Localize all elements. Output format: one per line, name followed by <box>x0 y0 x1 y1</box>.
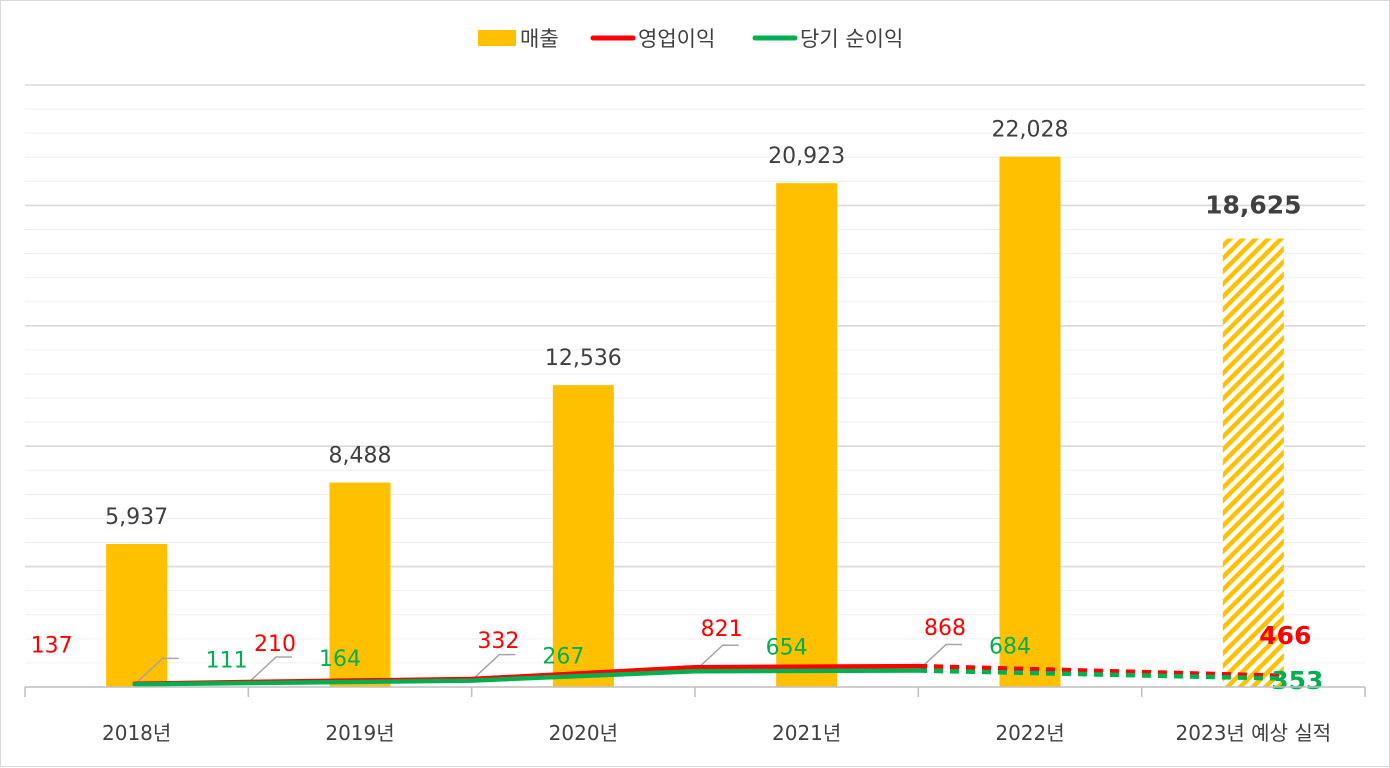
gridlines <box>25 84 1365 664</box>
legend-label-operating-profit: 영업이익 <box>638 27 715 51</box>
operating-profit-label: 466 <box>1259 621 1311 650</box>
legend-label-net-income: 당기 순이익 <box>800 27 903 51</box>
net-income-label: 164 <box>319 647 361 672</box>
x-tick-label: 2020년 <box>549 721 618 745</box>
line-series <box>132 663 1282 687</box>
operating-profit-label: 868 <box>924 616 966 641</box>
operating-profit-label: 332 <box>477 629 519 654</box>
bar-revenue <box>106 544 168 687</box>
operating-profit-forecast-line <box>917 663 1282 679</box>
bar-revenue <box>552 385 614 687</box>
bar-revenue <box>999 156 1061 687</box>
bar-value-label: 20,923 <box>768 144 845 169</box>
leader-line <box>694 644 739 672</box>
legend-label-revenue: 매출 <box>520 27 559 51</box>
x-tick-label: 2018년 <box>102 721 171 745</box>
leader-line <box>134 657 179 685</box>
bar-revenue <box>329 482 391 687</box>
leader-line <box>247 656 292 684</box>
operating-profit-label: 210 <box>254 632 296 657</box>
bar-value-label: 12,536 <box>545 346 622 371</box>
legend: 매출 영업이익 당기 순이익 <box>478 27 903 51</box>
bar-value-label: 5,937 <box>105 505 168 530</box>
leader-lines <box>134 643 962 685</box>
bar-series <box>106 156 1284 687</box>
x-tick-label: 2021년 <box>772 721 841 745</box>
net-income-forecast-line <box>917 668 1282 681</box>
bar-value-label: 22,028 <box>992 118 1069 143</box>
net-income-line <box>132 668 921 687</box>
bar-value-label: 18,625 <box>1205 191 1301 220</box>
data-labels: 5,937 8,488 12,536 20,923 22,028 18,625 137 210… <box>31 118 1324 695</box>
leader-line <box>917 643 962 672</box>
x-tick-label: 2019년 <box>325 721 394 745</box>
bar-revenue <box>776 183 838 687</box>
bar-revenue-forecast <box>1222 238 1284 687</box>
legend-swatch-revenue <box>478 30 516 46</box>
x-tick-label: 2023년 예상 실적 <box>1176 721 1332 745</box>
x-tick-label: 2022년 <box>995 721 1064 745</box>
net-income-label: 353 <box>1271 666 1323 695</box>
operating-profit-label: 821 <box>701 617 743 642</box>
net-income-label: 654 <box>766 635 808 660</box>
bar-value-label: 8,488 <box>329 444 392 469</box>
leader-line <box>470 653 516 682</box>
net-income-label: 267 <box>542 645 584 670</box>
operating-profit-label: 137 <box>31 634 73 659</box>
net-income-label: 684 <box>989 635 1031 660</box>
net-income-label: 111 <box>206 648 248 673</box>
x-axis: 2018년 2019년 2020년 2021년 2022년 2023년 예상 실적 <box>24 686 1366 745</box>
